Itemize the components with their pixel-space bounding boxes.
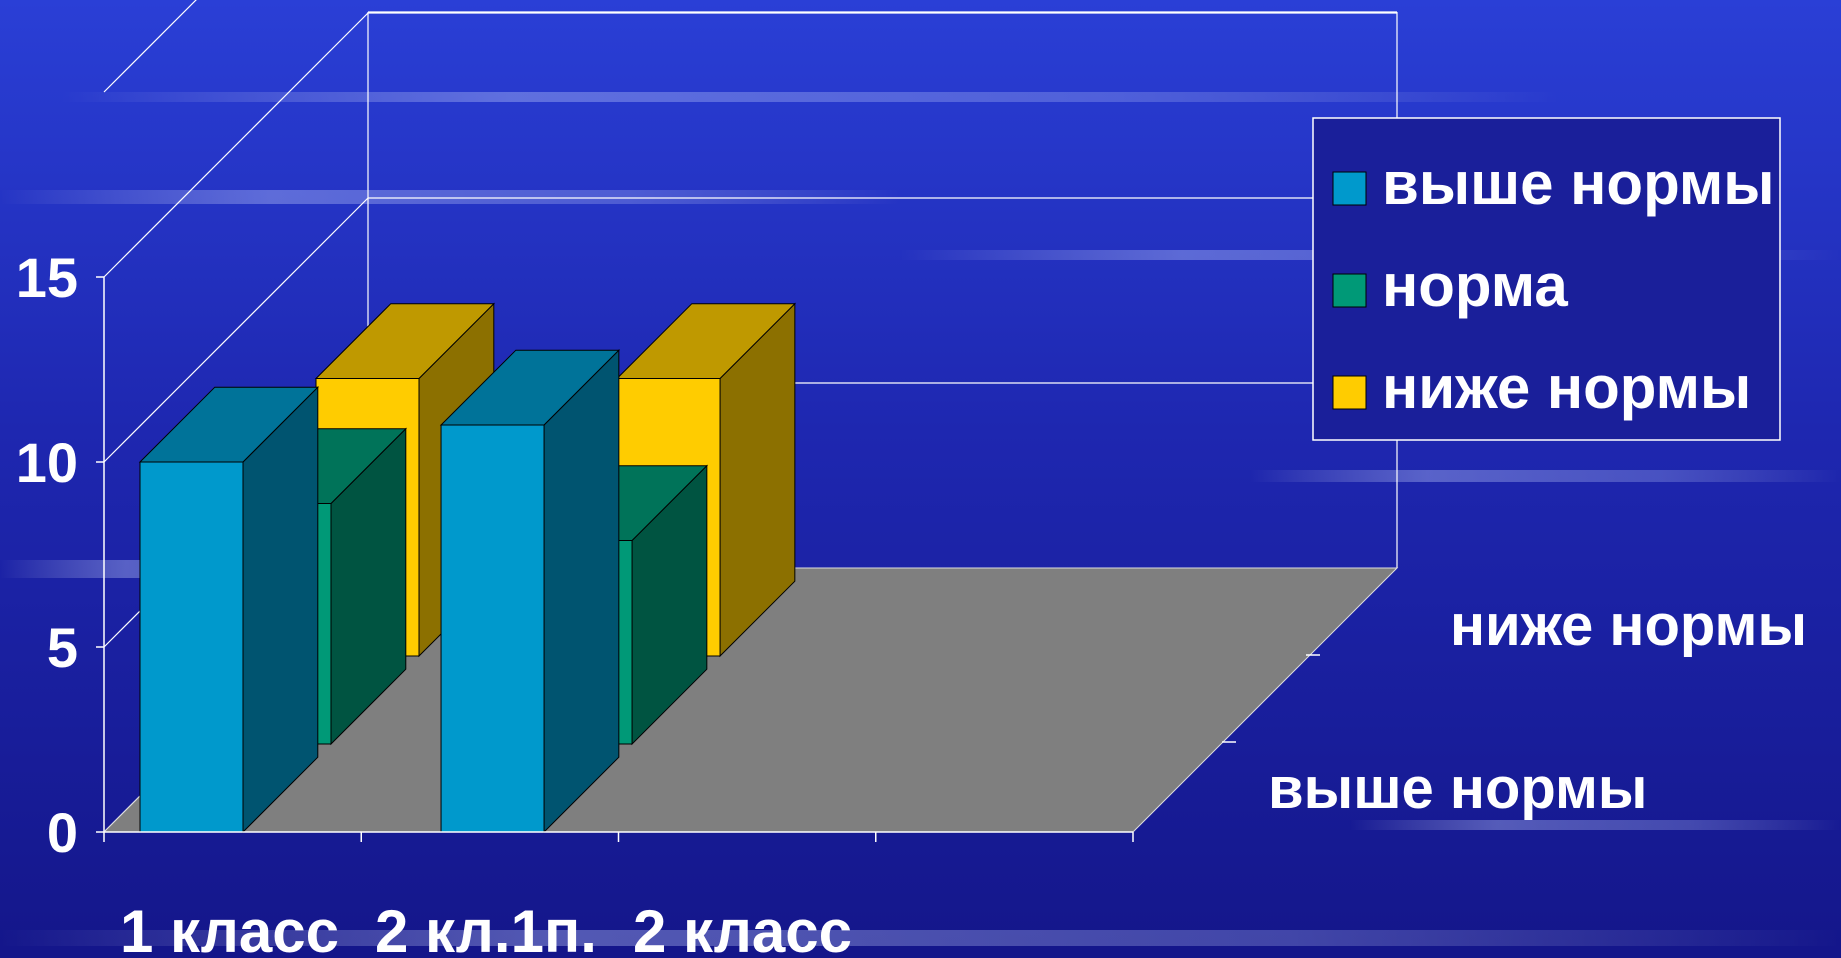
legend-swatch — [1332, 375, 1367, 410]
cloud-streak — [1350, 820, 1841, 830]
y-tick-label: 15 — [16, 246, 78, 309]
gridline-side — [103, 12, 369, 278]
x-tick-label: 1 класс — [120, 898, 339, 958]
cloud-streak — [1250, 470, 1841, 482]
depth-axis-label: выше нормы — [1268, 756, 1647, 821]
cloud-streak — [0, 930, 1841, 946]
x-tick-label: 2 кл.1п. — [375, 898, 597, 958]
legend-label: норма — [1382, 252, 1568, 319]
legend: выше нормы норма ниже нормы — [1312, 117, 1781, 441]
cloud-streak — [0, 190, 900, 204]
y-tick-label: 5 — [47, 616, 78, 679]
legend-label: ниже нормы — [1382, 354, 1751, 421]
bar-side — [242, 385, 319, 834]
bar-0-0 — [138, 385, 320, 834]
bar-side — [543, 348, 620, 834]
legend-label: выше нормы — [1382, 150, 1775, 217]
cloud-streak — [60, 92, 1560, 102]
y-tick-label: 0 — [47, 801, 78, 864]
axes: 0 5 10 15 1 класс 2 кл.1п. 2 класс выше нормы ни… — [16, 246, 1807, 958]
bar-front — [139, 461, 244, 833]
gridline-side — [103, 0, 197, 93]
x-tick-label: 2 класс — [633, 898, 852, 958]
legend-swatch — [1332, 273, 1367, 308]
gridline-side — [103, 197, 369, 463]
depth-axis-label: ниже нормы — [1450, 593, 1807, 658]
legend-box — [1312, 117, 1781, 441]
legend-swatch — [1332, 171, 1367, 206]
bar-front — [440, 424, 545, 833]
bars — [138, 302, 797, 834]
bar-0-1 — [439, 348, 621, 834]
y-tick-label: 10 — [16, 431, 78, 494]
